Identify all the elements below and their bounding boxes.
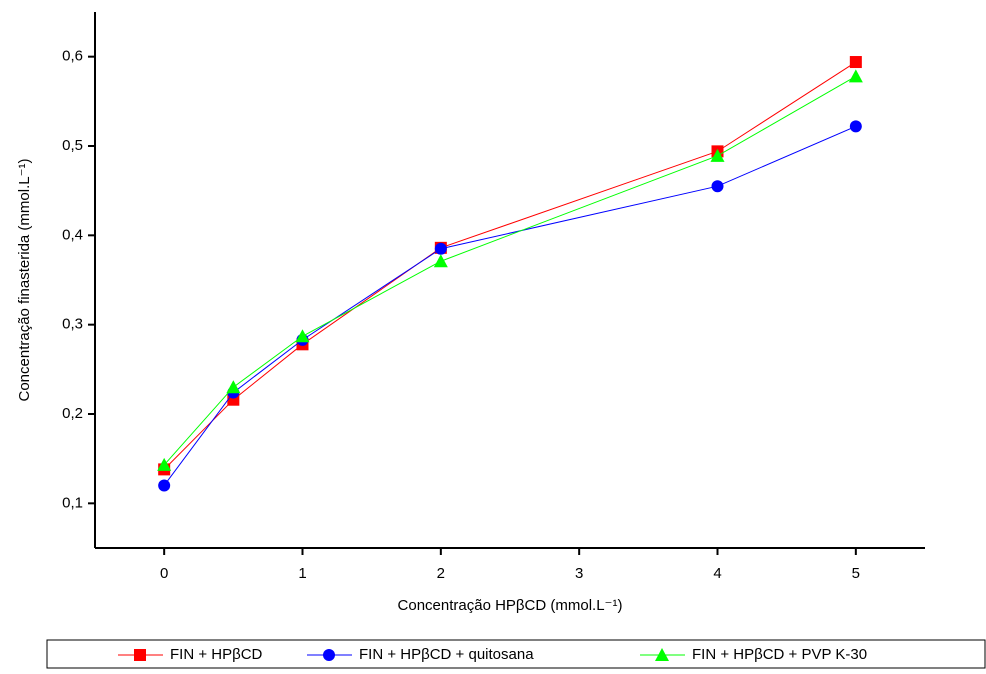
legend-marker [134,649,146,661]
data-point [848,69,863,83]
x-tick-label: 4 [713,565,721,582]
series-line [163,75,857,466]
y-tick-label: 0,1 [62,494,83,511]
legend-label: FIN + HPβCD + quitosana [359,646,534,663]
y-tick-label: 0,3 [62,316,83,333]
data-point [711,180,724,193]
data-point [849,56,862,69]
y-tick-label: 0,6 [62,48,83,65]
legend-label: FIN + HPβCD + PVP K-30 [692,646,867,663]
series-line [163,61,857,470]
legend-label: FIN + HPβCD [170,646,263,663]
y-axis-label: Concentração finasterida (mmol.L⁻¹) [16,158,33,401]
data-point [434,242,447,255]
legend-marker [323,649,335,661]
data-point [433,254,448,268]
data-point [158,479,171,492]
y-tick-label: 0,4 [62,226,83,243]
data-point [849,120,862,133]
y-tick-label: 0,2 [62,405,83,422]
x-tick-label: 2 [437,565,445,582]
x-tick-label: 1 [298,565,306,582]
x-tick-label: 3 [575,565,583,582]
x-tick-label: 5 [852,565,860,582]
data-point [295,329,310,343]
series-line [163,125,857,486]
data-point [226,380,241,394]
x-axis-label: Concentração HPβCD (mmol.L⁻¹) [398,597,623,614]
legend-box [46,639,986,669]
y-tick-label: 0,5 [62,137,83,154]
data-point [157,457,172,471]
data-point [710,148,725,162]
x-tick-label: 0 [160,565,168,582]
legend-marker [655,648,669,661]
